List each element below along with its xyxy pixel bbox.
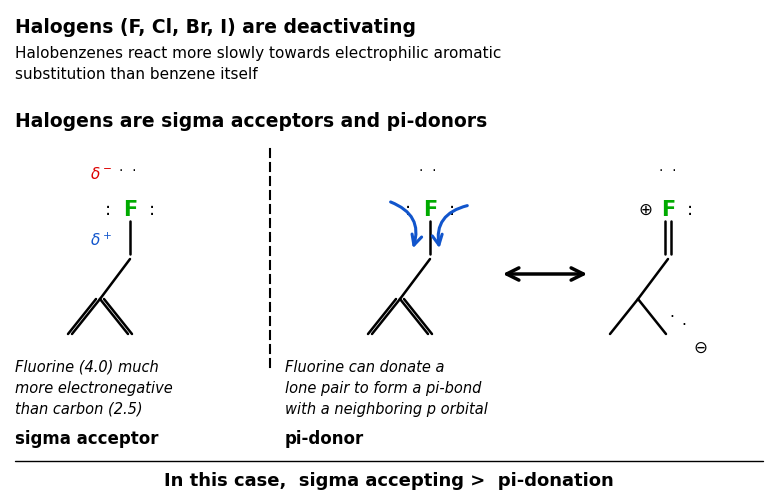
Text: ·  ·: · · [419, 164, 436, 178]
Text: In this case,  sigma accepting >  pi-donation: In this case, sigma accepting > pi-donat… [164, 471, 614, 489]
Text: F: F [123, 199, 137, 219]
Text: :: : [149, 200, 155, 218]
Text: Fluorine can donate a
lone pair to form a pi-bond
with a neighboring p orbital: Fluorine can donate a lone pair to form … [285, 359, 488, 416]
Text: $\delta^+$: $\delta^+$ [90, 231, 112, 249]
Text: :: : [687, 200, 693, 218]
Text: F: F [423, 199, 437, 219]
Text: ·: · [682, 318, 686, 333]
Text: Fluorine (4.0) much
more electronegative
than carbon (2.5): Fluorine (4.0) much more electronegative… [15, 359, 173, 416]
Text: Halobenzenes react more slowly towards electrophilic aromatic
substitution than : Halobenzenes react more slowly towards e… [15, 46, 501, 82]
Text: ·  ·: · · [119, 164, 137, 178]
Text: pi-donor: pi-donor [285, 429, 364, 447]
Text: ·: · [670, 310, 675, 325]
Text: $\oplus$: $\oplus$ [638, 200, 652, 218]
Text: sigma acceptor: sigma acceptor [15, 429, 159, 447]
Text: Halogens are sigma acceptors and pi-donors: Halogens are sigma acceptors and pi-dono… [15, 112, 487, 131]
Text: :: : [105, 200, 111, 218]
Text: ·  ·: · · [659, 164, 677, 178]
Text: :: : [405, 200, 411, 218]
Text: $\delta^-$: $\delta^-$ [90, 166, 112, 182]
Text: Halogens (F, Cl, Br, I) are deactivating: Halogens (F, Cl, Br, I) are deactivating [15, 18, 416, 37]
Text: F: F [661, 199, 675, 219]
Text: $\ominus$: $\ominus$ [692, 338, 707, 356]
Text: :: : [449, 200, 455, 218]
